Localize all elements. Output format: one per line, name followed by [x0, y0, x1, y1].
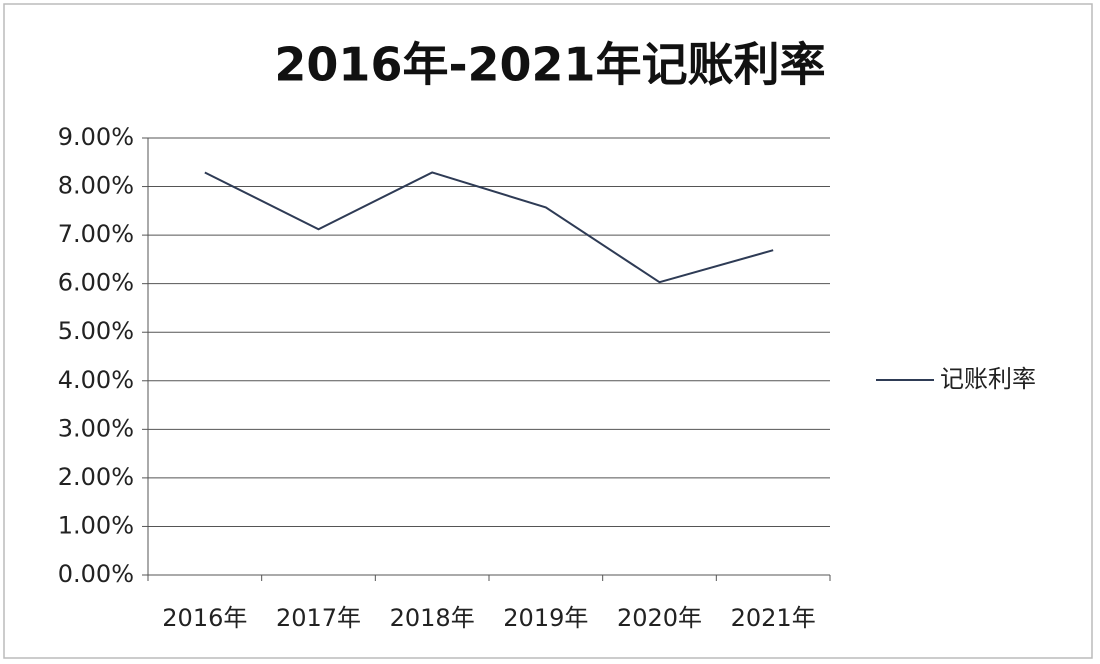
- x-tick-label: 2019年: [503, 604, 588, 632]
- y-tick-label: 0.00%: [58, 560, 134, 588]
- x-tick-label: 2020年: [617, 604, 702, 632]
- x-tick-label: 2017年: [276, 604, 361, 632]
- y-tick-label: 6.00%: [58, 269, 134, 297]
- chart-title: 2016年-2021年记账利率: [274, 38, 825, 92]
- y-tick-label: 9.00%: [58, 123, 134, 151]
- y-tick-label: 4.00%: [58, 366, 134, 394]
- y-tick-label: 7.00%: [58, 220, 134, 248]
- x-tick-label: 2016年: [162, 604, 247, 632]
- chart-border: [3, 3, 1093, 659]
- y-tick-label: 8.00%: [58, 172, 134, 200]
- y-tick-label: 2.00%: [58, 463, 134, 491]
- legend-label: 记账利率: [940, 365, 1036, 393]
- y-tick-label: 1.00%: [58, 511, 134, 539]
- data-line: [204, 171, 774, 284]
- x-tick-label: 2018年: [390, 604, 475, 632]
- y-tick-label: 3.00%: [58, 414, 134, 442]
- x-tick-label: 2021年: [731, 604, 816, 632]
- y-tick-label: 5.00%: [58, 317, 134, 345]
